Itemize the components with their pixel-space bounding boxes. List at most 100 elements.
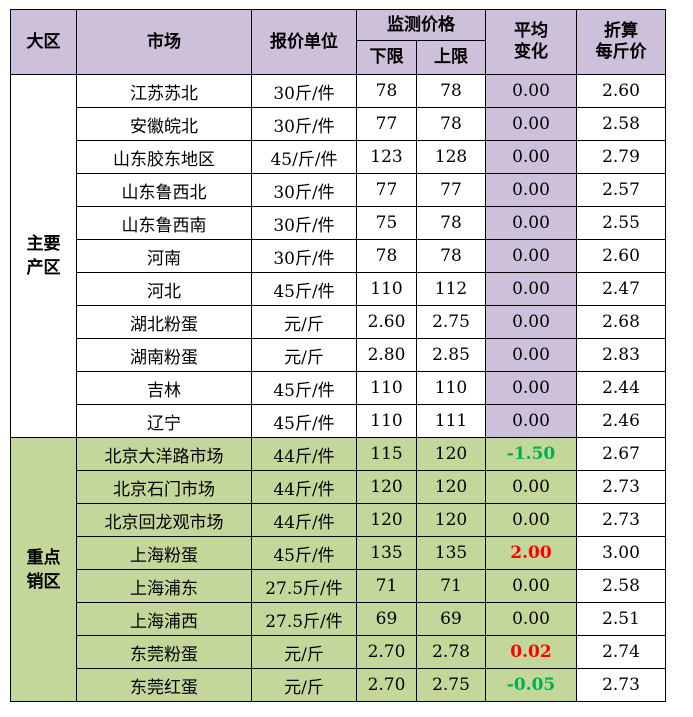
market-cell: 湖南粉蛋 <box>76 338 252 372</box>
market-cell: 辽宁 <box>76 404 252 438</box>
unit-cell: 27.5斤/件 <box>251 569 357 603</box>
avg-change-cell: 0.00 <box>485 338 577 372</box>
table-row: 重点 销区 北京大洋路市场 44斤/件 115 120 -1.50 2.67 <box>10 437 666 702</box>
upper-price-cell: 110 <box>416 371 486 405</box>
per-jin-price-cell: 2.51 <box>576 602 666 636</box>
header-lower: 下限 <box>356 40 417 75</box>
market-cell: 上海浦东 <box>76 569 252 603</box>
per-jin-price-cell: 2.73 <box>576 470 666 504</box>
lower-price-cell: 120 <box>356 470 417 504</box>
market-cell: 河北 <box>76 272 252 306</box>
upper-price-cell: 128 <box>416 140 486 174</box>
table-row: 河北 45斤/件 110 112 0.00 2.47 <box>11 272 666 306</box>
lower-price-cell: 110 <box>356 371 417 405</box>
lower-price-cell: 110 <box>356 404 417 438</box>
per-jin-price-cell: 2.73 <box>576 668 666 702</box>
per-jin-price-cell: 2.46 <box>576 404 666 438</box>
table-row: 东莞红蛋 元/斤 2.70 2.75 -0.05 2.73 <box>11 668 666 702</box>
market-cell: 湖北粉蛋 <box>76 305 252 339</box>
egg-price-table: 大区 市场 报价单位 监测价格 平均 变化 折算 每斤价 下限 上限 主要 产区 江苏苏… <box>10 9 666 702</box>
header-per-jin-price: 折算 每斤价 <box>576 9 666 75</box>
per-jin-price-cell: 2.57 <box>576 173 666 207</box>
per-jin-price-cell: 3.00 <box>576 536 666 570</box>
upper-price-cell: 2.75 <box>416 305 486 339</box>
lower-price-cell: 77 <box>356 173 417 207</box>
lower-price-cell: 71 <box>356 569 417 603</box>
header-avg-change-line1: 平均 <box>514 21 548 41</box>
per-jin-price-cell: 2.74 <box>576 635 666 669</box>
lower-price-cell: 78 <box>356 239 417 273</box>
lower-price-cell: 135 <box>356 536 417 570</box>
upper-price-cell: 135 <box>416 536 486 570</box>
unit-cell: 30斤/件 <box>251 107 357 141</box>
price-table-wrapper: 大区 市场 报价单位 监测价格 平均 变化 折算 每斤价 下限 上限 主要 产区 江苏苏… <box>10 9 666 702</box>
upper-price-cell: 71 <box>416 569 486 603</box>
table-row: 湖北粉蛋 元/斤 2.60 2.75 0.00 2.68 <box>11 305 666 339</box>
market-cell: 安徽皖北 <box>76 107 252 141</box>
market-cell: 山东鲁西南 <box>76 206 252 240</box>
region-label-line1: 主要 <box>26 234 61 254</box>
lower-price-cell: 123 <box>356 140 417 174</box>
avg-change-cell: 0.00 <box>485 404 577 438</box>
avg-change-cell: 2.00 <box>485 536 577 570</box>
per-jin-price-cell: 2.67 <box>576 437 666 471</box>
lower-price-cell: 115 <box>356 437 417 471</box>
avg-change-cell: 0.00 <box>485 470 577 504</box>
table-row: 上海浦东 27.5斤/件 71 71 0.00 2.58 <box>11 569 666 603</box>
avg-change-cell: 0.00 <box>485 206 577 240</box>
avg-change-cell: 0.00 <box>485 503 577 537</box>
unit-cell: 44斤/件 <box>251 437 357 471</box>
header-per-jin-line1: 折算 <box>604 21 638 41</box>
unit-cell: 45斤/件 <box>251 536 357 570</box>
table-row: 河南 30斤/件 78 78 0.00 2.60 <box>11 239 666 273</box>
per-jin-price-cell: 2.55 <box>576 206 666 240</box>
table-row: 上海粉蛋 45斤/件 135 135 2.00 3.00 <box>11 536 666 570</box>
unit-cell: 30斤/件 <box>251 74 357 108</box>
header-avg-change-line2: 变化 <box>514 42 548 62</box>
upper-price-cell: 78 <box>416 74 486 108</box>
production-region-group: 主要 产区 江苏苏北 30斤/件 78 78 0.00 2.60 安徽皖北 30斤/件 77 78 0.… <box>10 74 666 438</box>
table-row: 山东胶东地区 45/斤/件 123 128 0.00 2.79 <box>11 140 666 174</box>
table-header: 大区 市场 报价单位 监测价格 平均 变化 折算 每斤价 下限 上限 <box>10 9 666 75</box>
header-market: 市场 <box>76 9 252 75</box>
region-label-line2: 销区 <box>26 571 61 592</box>
avg-change-cell: 0.00 <box>485 371 577 405</box>
upper-price-cell: 78 <box>416 107 486 141</box>
upper-price-cell: 120 <box>416 470 486 504</box>
region-label-line1: 重点 <box>26 547 61 568</box>
per-jin-price-cell: 2.60 <box>576 74 666 108</box>
lower-price-cell: 2.80 <box>356 338 417 372</box>
unit-cell: 元/斤 <box>251 338 357 372</box>
avg-change-cell: 0.00 <box>485 74 577 108</box>
avg-change-cell: 0.02 <box>485 635 577 669</box>
header-monitor-price: 监测价格 <box>356 9 486 41</box>
unit-cell: 45斤/件 <box>251 272 357 306</box>
avg-change-cell: 0.00 <box>485 272 577 306</box>
per-jin-price-cell: 2.60 <box>576 239 666 273</box>
header-unit: 报价单位 <box>251 9 357 75</box>
lower-price-cell: 75 <box>356 206 417 240</box>
lower-price-cell: 110 <box>356 272 417 306</box>
upper-price-cell: 2.78 <box>416 635 486 669</box>
table-row: 北京回龙观市场 44斤/件 120 120 0.00 2.73 <box>11 503 666 537</box>
market-cell: 东莞红蛋 <box>76 668 252 702</box>
market-cell: 山东鲁西北 <box>76 173 252 207</box>
unit-cell: 元/斤 <box>251 635 357 669</box>
unit-cell: 45斤/件 <box>251 371 357 405</box>
avg-change-cell: 0.00 <box>485 140 577 174</box>
per-jin-price-cell: 2.79 <box>576 140 666 174</box>
market-cell: 江苏苏北 <box>76 74 252 108</box>
market-cell: 上海粉蛋 <box>76 536 252 570</box>
unit-cell: 元/斤 <box>251 305 357 339</box>
unit-cell: 27.5斤/件 <box>251 602 357 636</box>
market-cell: 河南 <box>76 239 252 273</box>
unit-cell: 45斤/件 <box>251 404 357 438</box>
per-jin-price-cell: 2.68 <box>576 305 666 339</box>
avg-change-cell: 0.00 <box>485 569 577 603</box>
table-row: 北京石门市场 44斤/件 120 120 0.00 2.73 <box>11 470 666 504</box>
lower-price-cell: 2.60 <box>356 305 417 339</box>
unit-cell: 45/斤/件 <box>251 140 357 174</box>
upper-price-cell: 120 <box>416 437 486 471</box>
unit-cell: 元/斤 <box>251 668 357 702</box>
upper-price-cell: 78 <box>416 239 486 273</box>
